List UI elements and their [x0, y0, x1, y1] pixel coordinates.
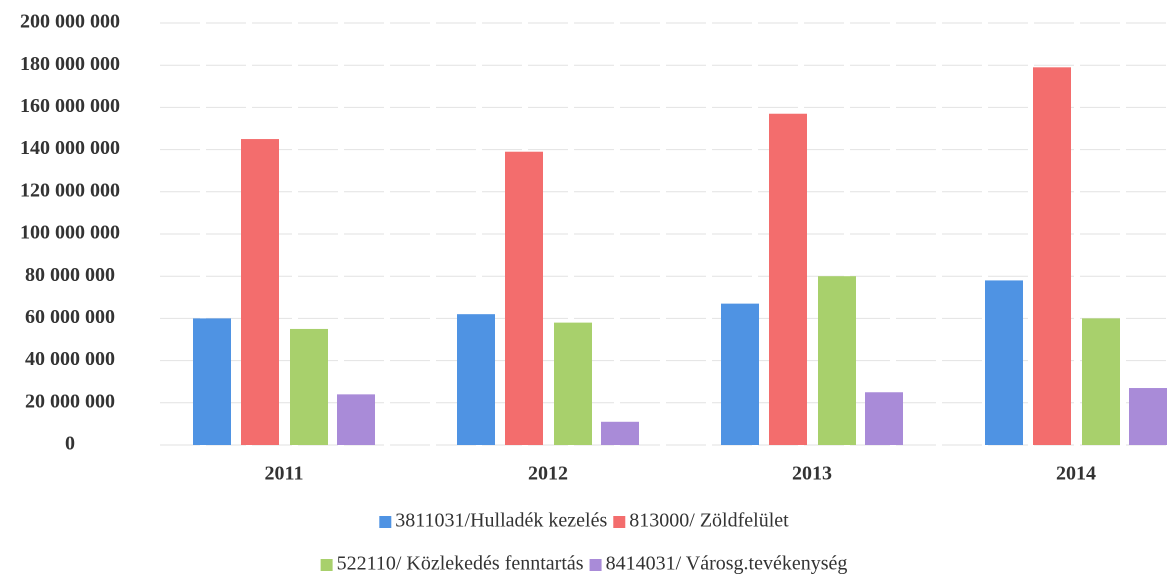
bar — [1033, 67, 1071, 445]
bar — [818, 276, 856, 445]
bar — [769, 113, 807, 445]
bar — [241, 139, 279, 446]
y-tick-label: 80 000 000 — [25, 264, 115, 286]
x-tick-label: 2014 — [1056, 463, 1096, 485]
legend-label: 8414031/ Városg.tevékenység — [606, 553, 848, 575]
y-tick-label: 100 000 000 — [20, 222, 120, 244]
y-tick-label: 40 000 000 — [25, 348, 115, 370]
y-tick-label: 0 — [65, 433, 75, 455]
bar — [554, 322, 592, 445]
legend-swatch — [379, 516, 392, 528]
bar — [1082, 318, 1120, 445]
bar — [505, 151, 543, 445]
y-tick-label: 180 000 000 — [20, 53, 120, 75]
y-tick-label: 200 000 000 — [20, 11, 120, 33]
x-tick-label: 2013 — [792, 463, 832, 485]
legend-swatch — [613, 516, 626, 528]
legend-label: 3811031/Hulladék kezelés — [395, 510, 607, 532]
bar — [457, 314, 495, 445]
x-tick-label: 2011 — [265, 463, 304, 485]
y-tick-label: 120 000 000 — [20, 179, 120, 201]
y-tick-label: 20 000 000 — [25, 390, 115, 412]
bar — [1129, 388, 1167, 445]
legend-label: 522110/ Közlekedés fenntartás — [337, 553, 584, 575]
legend-label: 813000/ Zöldfelület — [629, 510, 789, 532]
x-tick-label: 2012 — [528, 463, 568, 485]
bar — [193, 318, 231, 445]
bar — [985, 280, 1023, 445]
bar — [601, 421, 639, 445]
bar — [721, 303, 759, 445]
y-tick-label: 160 000 000 — [20, 95, 120, 117]
y-tick-label: 140 000 000 — [20, 137, 120, 159]
bar — [337, 394, 375, 445]
bar — [865, 392, 903, 445]
legend-swatch — [320, 559, 333, 571]
bar — [290, 328, 328, 445]
legend-swatch — [589, 559, 602, 571]
y-tick-label: 60 000 000 — [25, 306, 115, 328]
